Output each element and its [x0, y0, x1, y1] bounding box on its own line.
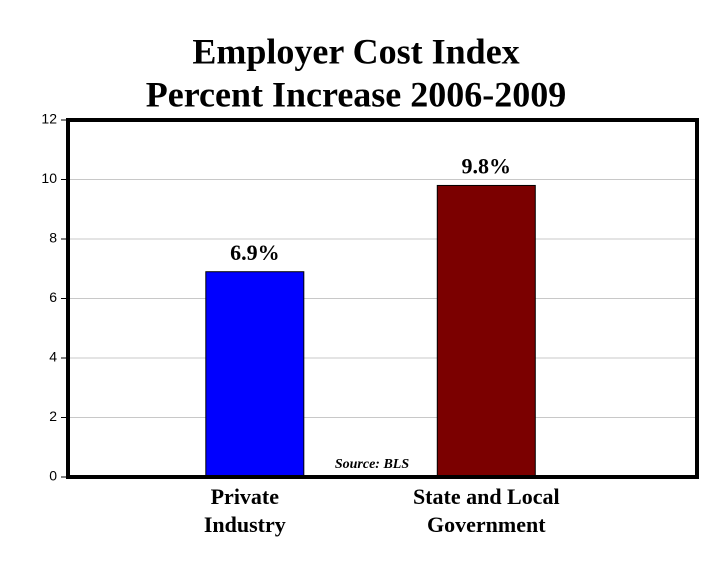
- y-tick-label: 8: [49, 230, 57, 246]
- x-tick-label: Private Industry: [203, 484, 286, 537]
- bar: [205, 271, 305, 478]
- bar: [436, 184, 536, 478]
- annotation: Source: BLS: [335, 457, 410, 472]
- plot-border: [66, 118, 699, 479]
- chart-title: Employer Cost Index: [192, 31, 519, 71]
- y-tick-label: 12: [41, 111, 57, 127]
- y-tick-label: 4: [49, 349, 57, 365]
- x-tick-label: State and Local Government: [412, 484, 560, 537]
- y-tick-label: 6: [49, 289, 57, 305]
- y-tick-label: 2: [49, 408, 57, 424]
- data-label: 6.9%: [230, 240, 280, 265]
- y-tick-label: 10: [41, 170, 57, 186]
- y-tick-label: 0: [49, 468, 57, 484]
- data-label: 9.8%: [462, 153, 512, 178]
- chart-subtitle: Percent Increase 2006-2009: [146, 74, 567, 114]
